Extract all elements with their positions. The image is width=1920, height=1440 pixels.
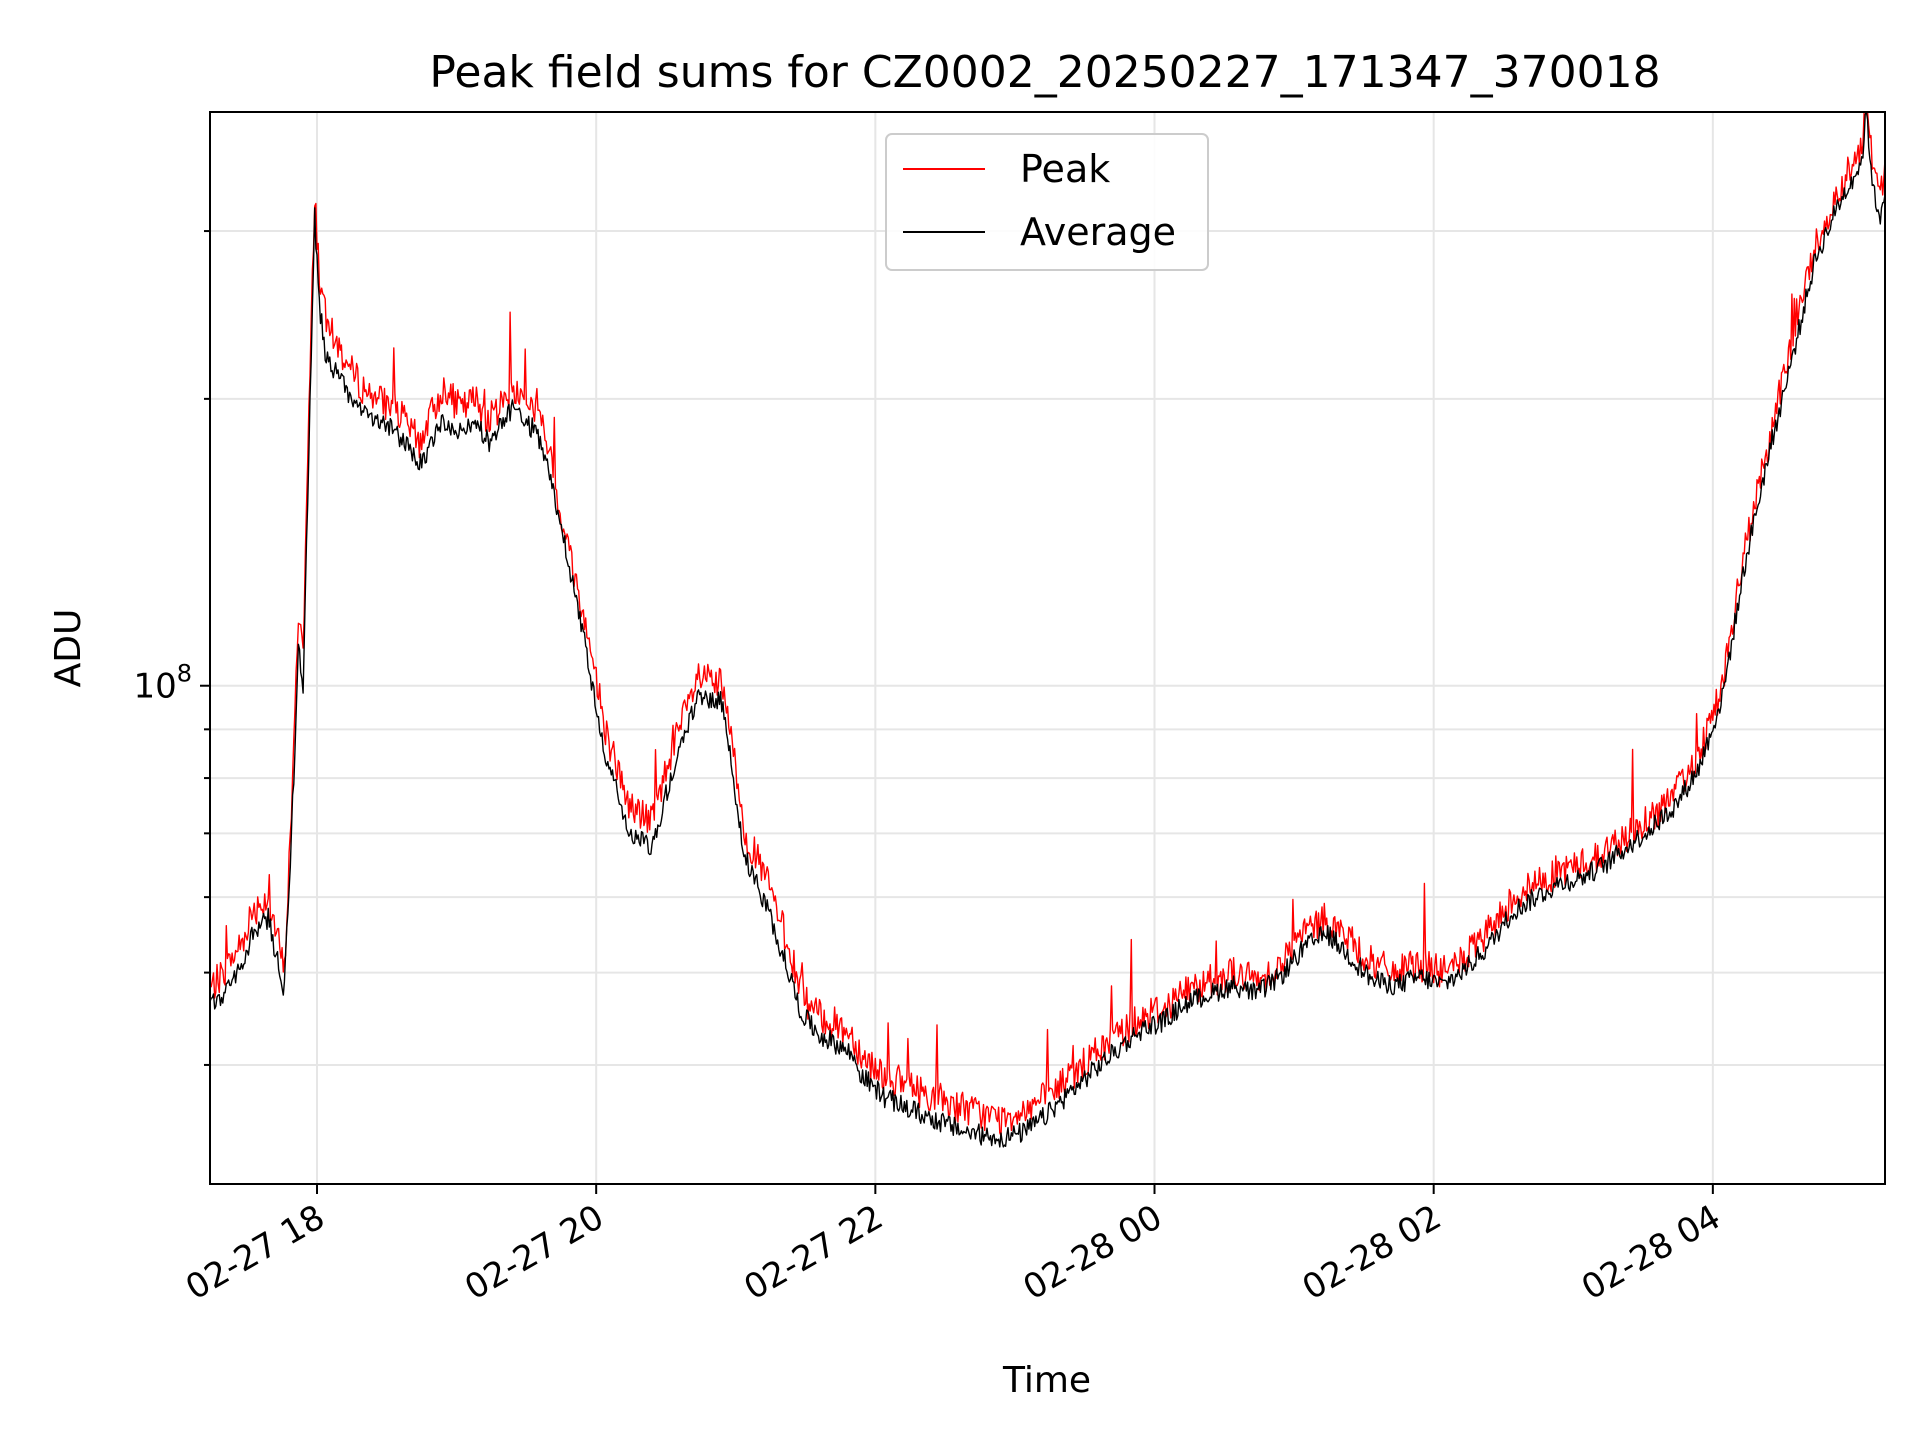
y-tick-label: 108 — [133, 660, 192, 707]
chart-title: Peak field sums for CZ0002_20250227_1713… — [429, 47, 1660, 98]
x-axis-ticks: 02-27 18 02-27 20 02-27 22 02-28 00 02-28 02… — [179, 1184, 1727, 1308]
plot-frame — [209, 111, 1886, 1185]
grid — [210, 112, 1885, 1184]
y-axis-label: ADU — [48, 609, 89, 688]
x-tick-label: 02-28 02 — [1296, 1197, 1448, 1308]
x-tick-label: 02-27 18 — [179, 1197, 331, 1308]
legend-label-average: Average — [1020, 210, 1176, 254]
y-axis-ticks: 108 — [133, 230, 210, 1066]
x-tick-label: 02-28 00 — [1017, 1197, 1169, 1308]
series-line-peak — [209, 111, 1886, 1137]
x-tick-label: 02-28 04 — [1575, 1197, 1727, 1308]
x-tick-label: 02-27 22 — [737, 1197, 889, 1308]
series-layer — [209, 111, 1886, 1148]
x-tick-label: 02-27 20 — [458, 1197, 610, 1308]
legend: Peak Average — [885, 133, 1209, 271]
series-line-average — [209, 111, 1886, 1148]
x-axis-label: Time — [1002, 1360, 1091, 1401]
legend-label-peak: Peak — [1020, 147, 1110, 191]
